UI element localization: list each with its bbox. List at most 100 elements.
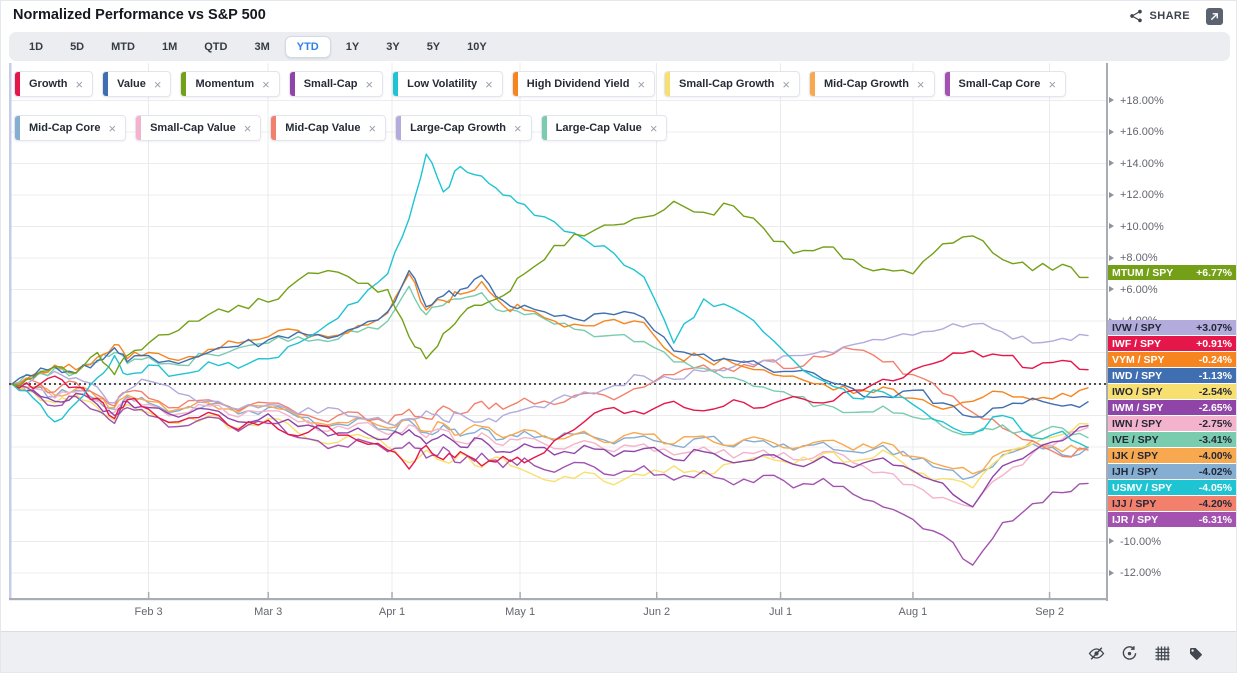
series-value: +6.77% — [1196, 266, 1232, 279]
chip-color-bar — [181, 72, 187, 96]
series-pair: USMV / SPY — [1112, 481, 1173, 494]
series-pair: MTUM / SPY — [1112, 266, 1174, 279]
grid-icon[interactable] — [1154, 645, 1171, 662]
x-axis-label: Jun 2 — [643, 606, 671, 618]
remove-chip-icon[interactable]: × — [243, 120, 252, 136]
remove-chip-icon[interactable]: × — [262, 76, 270, 92]
series-label-ivw: IVW / SPY +3.07% — [1108, 320, 1236, 335]
range-button-qtd[interactable]: QTD — [204, 40, 228, 53]
x-axis-tick — [1048, 592, 1051, 598]
chip-color-bar — [15, 72, 20, 96]
series-pair: IWF / SPY — [1112, 337, 1162, 350]
chip-label: Small-Cap Value — [150, 122, 236, 134]
remove-chip-icon[interactable]: × — [368, 120, 377, 136]
series-value: +0.91% — [1196, 337, 1232, 350]
performance-chart[interactable] — [9, 63, 1106, 601]
range-button-ytd[interactable]: YTD — [284, 35, 331, 58]
factor-chip-list: Growth × Value × Momentum × Small-Cap × Low Vola… — [14, 71, 1099, 141]
y-axis-tick — [1109, 286, 1114, 292]
x-axis-label: Mar 3 — [254, 606, 283, 618]
y-axis-label: +10.00% — [1120, 220, 1164, 233]
remove-chip-icon[interactable]: × — [916, 76, 925, 92]
filter-chip-momentum[interactable]: Momentum × — [180, 71, 280, 97]
remove-chip-icon[interactable]: × — [1048, 76, 1057, 92]
chip-color-bar — [809, 72, 815, 96]
range-button-3m[interactable]: 3M — [254, 40, 270, 53]
chip-label: Large-Cap Growth — [410, 122, 507, 134]
filter-chip-mid-cap-growth[interactable]: Mid-Cap Growth × — [808, 71, 935, 97]
plot-left-edge — [9, 63, 12, 599]
y-axis-label: +16.00% — [1120, 126, 1164, 138]
x-axis-label: Aug 1 — [898, 606, 928, 618]
range-button-3y[interactable]: 3Y — [386, 40, 400, 53]
remove-chip-icon[interactable]: × — [75, 76, 84, 92]
series-value: -4.05% — [1198, 481, 1232, 494]
filter-chip-small-cap-value[interactable]: Small-Cap Value × — [135, 115, 262, 141]
share-icon — [1129, 9, 1143, 23]
x-axis-tick — [912, 592, 914, 598]
filter-chip-low-volatility[interactable]: Low Volatility × — [392, 71, 503, 97]
y-axis-label: +14.00% — [1120, 157, 1164, 170]
filter-chip-mid-cap-value[interactable]: Mid-Cap Value × — [270, 115, 387, 141]
series-pair: VYM / SPY — [1112, 353, 1165, 366]
series-pair: IWM / SPY — [1112, 401, 1164, 414]
filter-chip-large-cap-value[interactable]: Large-Cap Value × — [540, 115, 668, 141]
range-button-1d[interactable]: 1D — [29, 40, 44, 53]
filter-chip-large-cap-growth[interactable]: Large-Cap Growth × — [395, 115, 532, 141]
chip-label: Momentum — [195, 78, 255, 90]
reset-zoom-icon[interactable] — [1121, 645, 1138, 662]
page-title: Normalized Performance vs S&P 500 — [13, 7, 266, 23]
x-axis-tick — [267, 592, 269, 598]
filter-chip-small-cap-core[interactable]: Small-Cap Core × — [943, 71, 1067, 97]
remove-chip-icon[interactable]: × — [637, 76, 646, 92]
filter-chip-mid-cap-core[interactable]: Mid-Cap Core × — [14, 115, 127, 141]
range-button-5d[interactable]: 5D — [70, 40, 85, 53]
filter-chip-value[interactable]: Value × — [102, 71, 172, 97]
remove-chip-icon[interactable]: × — [365, 76, 374, 92]
remove-chip-icon[interactable]: × — [782, 76, 790, 92]
series-label-usmv: USMV / SPY -4.05% — [1108, 480, 1236, 495]
series-label-mtum: MTUM / SPY +6.77% — [1108, 265, 1236, 280]
remove-chip-icon[interactable]: × — [108, 120, 117, 136]
series-value: -0.24% — [1198, 353, 1232, 366]
filter-chip-small-cap[interactable]: Small-Cap × — [288, 71, 384, 97]
chip-color-bar — [103, 72, 109, 96]
series-pair: IJR / SPY — [1112, 513, 1159, 526]
range-button-1m[interactable]: 1M — [161, 40, 178, 53]
y-axis-tick — [1109, 97, 1114, 103]
share-button[interactable]: SHARE — [1129, 9, 1190, 23]
range-button-10y[interactable]: 10Y — [467, 40, 487, 53]
chip-label: Mid-Cap Growth — [823, 78, 909, 90]
range-button-1y[interactable]: 1Y — [345, 40, 360, 53]
series-pair: IJJ / SPY — [1112, 497, 1157, 510]
filter-chip-growth[interactable]: Growth × — [14, 71, 94, 97]
series-label-iwo: IWO / SPY -2.54% — [1108, 384, 1236, 399]
chip-color-bar — [944, 72, 950, 96]
series-label-iwm: IWM / SPY -2.65% — [1108, 400, 1236, 415]
x-axis-label: Jul 1 — [768, 606, 793, 618]
open-external-button[interactable] — [1206, 8, 1223, 25]
range-button-5y[interactable]: 5Y — [426, 40, 441, 53]
filter-chip-high-dividend-yield[interactable]: High Dividend Yield × — [511, 71, 656, 97]
remove-chip-icon[interactable]: × — [649, 120, 658, 136]
series-line-iwf — [11, 350, 1089, 470]
series-value: -4.00% — [1198, 449, 1232, 462]
chip-color-bar — [512, 72, 518, 96]
series-line-iwd — [11, 269, 1089, 418]
remove-chip-icon[interactable]: × — [485, 76, 493, 92]
range-button-mtd[interactable]: MTD — [111, 40, 135, 53]
y-axis-label: +12.00% — [1120, 189, 1164, 201]
chip-label: Mid-Cap Value — [285, 122, 361, 134]
series-pair: IVW / SPY — [1112, 321, 1162, 334]
y-axis-line — [1106, 63, 1108, 601]
remove-chip-icon[interactable]: × — [153, 76, 162, 92]
tag-icon[interactable] — [1187, 645, 1204, 662]
chip-color-bar — [15, 116, 20, 140]
eye-slash-icon[interactable] — [1088, 645, 1105, 662]
filter-chip-small-cap-growth[interactable]: Small-Cap Growth × — [664, 71, 800, 97]
series-pair: IWN / SPY — [1112, 417, 1163, 430]
series-value: +3.07% — [1196, 321, 1232, 334]
y-axis-tick — [1109, 191, 1114, 198]
remove-chip-icon[interactable]: × — [514, 120, 522, 136]
